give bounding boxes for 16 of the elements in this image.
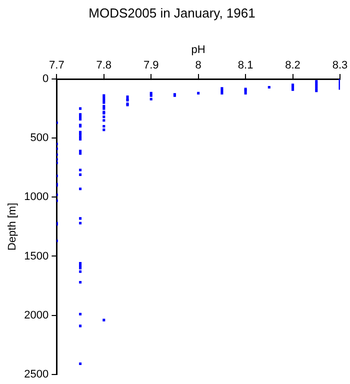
y-tick-label: 0: [42, 73, 49, 86]
x-tick-label: 8.2: [285, 59, 300, 72]
x-tick-label: 7.9: [143, 59, 159, 72]
y-tick-label: 1500: [24, 250, 49, 262]
x-tick-label: 8: [195, 59, 202, 72]
x-tick-label: 7.7: [49, 59, 64, 72]
y-tick-label: 500: [30, 132, 49, 144]
y-tick-label: 2000: [24, 309, 49, 322]
x-axis-title: pH: [191, 44, 206, 56]
x-tick-label: 7.8: [96, 59, 112, 72]
chart-title: MODS2005 in January, 1961: [88, 5, 256, 20]
y-tick-label: 2500: [24, 368, 49, 380]
x-tick-label: 8.3: [332, 59, 348, 72]
y-tick-label: 1000: [24, 191, 49, 204]
y-axis-title: Depth [m]: [6, 202, 19, 251]
x-tick-label: 8.1: [238, 59, 254, 72]
